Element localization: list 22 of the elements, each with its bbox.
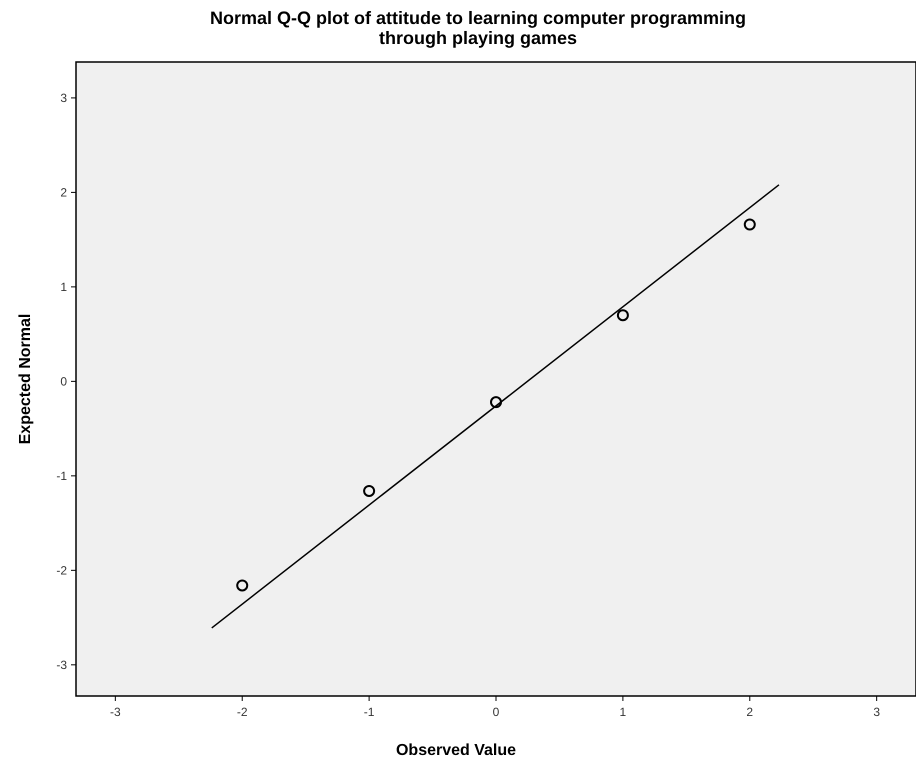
x-axis-title: Observed Value [396,742,516,759]
x-tick-label: -2 [236,705,248,719]
y-tick-label: 0 [60,374,68,388]
x-tick-label: -1 [364,705,375,719]
point [363,484,376,497]
y-tick-label: 2 [60,185,68,200]
x-tick-label: 0 [492,705,500,719]
y-tick-label: -1 [56,468,68,483]
point [616,309,629,322]
y-tick-label: 1 [60,280,68,294]
y-axis-title: Expected Normal [17,314,34,444]
chart-title: Normal Q-Q plot of attitude to learning computer programming through playing games [210,8,746,48]
y-tick-label: -2 [56,563,68,578]
point [744,218,756,231]
x-tick-label: 1 [620,705,627,719]
y-tick-label: 3 [60,90,68,105]
point [490,396,502,408]
x-tick-label: 3 [873,705,880,719]
point [236,579,248,592]
x-tick-label: 2 [746,705,754,719]
y-tick-label: -3 [56,658,68,672]
x-tick-label: -3 [110,705,121,719]
